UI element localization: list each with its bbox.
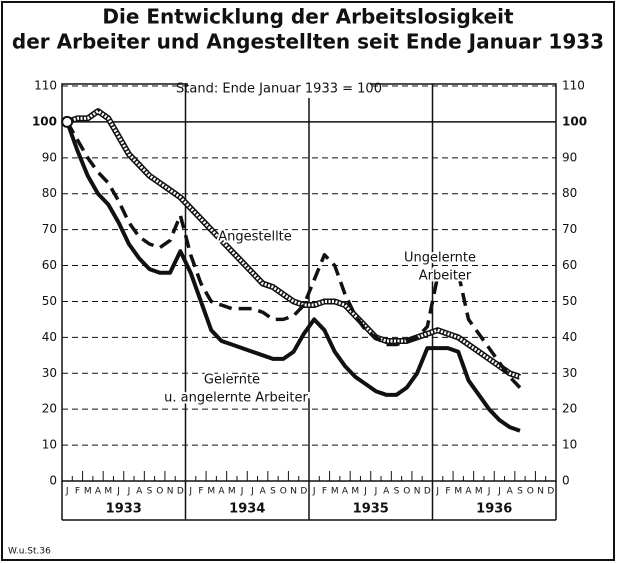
x-tick-label: N (290, 487, 297, 497)
x-tick-label: A (342, 487, 349, 497)
x-tick-label: A (218, 487, 225, 497)
y2-tick-label: 110 (562, 79, 585, 93)
x-tick-label: F (75, 487, 80, 497)
y-tick-label: 0 (49, 474, 57, 488)
x-tick-label: M (331, 487, 339, 497)
y2-tick-label: 40 (562, 330, 577, 344)
source: W.u.St.36 (8, 547, 51, 557)
x-tick-label: J (312, 487, 316, 497)
y-tick-label: 20 (42, 402, 57, 416)
line-ungelernte (65, 121, 522, 389)
y2-tick-label: 30 (562, 366, 577, 380)
annotation: Ungelernte (404, 251, 476, 266)
x-tick-label: D (547, 487, 554, 497)
x-tick-label: S (147, 487, 153, 497)
x-tick-label: J (497, 487, 501, 497)
subtitle-bg (188, 80, 370, 98)
x-tick-label: F (445, 487, 450, 497)
x-tick-label: S (394, 487, 400, 497)
year-label: 1933 (106, 502, 142, 517)
x-tick-label: J (435, 487, 439, 497)
y-tick-label: 70 (42, 222, 57, 236)
x-tick-label: J (487, 487, 491, 497)
annotation: Angestellte (218, 230, 292, 245)
x-tick-label: A (465, 487, 472, 497)
annotation: u. angelernte Arbeiter (164, 391, 308, 406)
x-tick-label: O (403, 487, 410, 497)
x-tick-label: J (250, 487, 254, 497)
year-label: 1935 (353, 502, 389, 517)
x-tick-label: N (167, 487, 174, 497)
y-tick-label: 10 (42, 438, 57, 452)
y-tick-label: 100 (32, 114, 57, 128)
x-tick-label: M (351, 487, 359, 497)
x-tick-label: D (424, 487, 431, 497)
x-tick-label: A (383, 487, 390, 497)
y2-tick-label: 0 (562, 474, 570, 488)
y-tick-label: 90 (42, 150, 57, 164)
x-tick-label: J (65, 487, 69, 497)
x-tick-label: S (517, 487, 523, 497)
y2-tick-label: 70 (562, 222, 577, 236)
y-tick-label: 80 (42, 186, 57, 200)
chart-title: Die Entwicklung der Arbeitslosigkeit (102, 5, 514, 29)
annotation: Arbeiter (419, 269, 472, 284)
x-tick-label: M (207, 487, 215, 497)
x-tick-label: M (104, 487, 112, 497)
year-label: 1934 (229, 502, 265, 517)
x-tick-label: O (156, 487, 163, 497)
x-tick-label: F (198, 487, 203, 497)
x-tick-label: O (280, 487, 287, 497)
line-gelernte (65, 121, 521, 433)
x-tick-label: N (414, 487, 421, 497)
x-tick-label: D (177, 487, 184, 497)
chart-title: der Arbeiter und Angestellten seit Ende … (12, 30, 604, 54)
year-label: 1936 (476, 502, 512, 517)
x-tick-label: J (374, 487, 378, 497)
x-tick-label: J (116, 487, 120, 497)
x-tick-label: M (84, 487, 92, 497)
x-tick-label: M (475, 487, 483, 497)
x-tick-label: F (322, 487, 327, 497)
annotation: Gelernte (204, 373, 260, 388)
y2-tick-label: 60 (562, 258, 577, 272)
x-tick-label: N (537, 487, 544, 497)
x-tick-label: J (188, 487, 192, 497)
y2-tick-label: 50 (562, 294, 577, 308)
x-tick-label: M (228, 487, 236, 497)
y-tick-label: 50 (42, 294, 57, 308)
x-tick-label: M (454, 487, 462, 497)
y2-tick-label: 10 (562, 438, 577, 452)
x-tick-label: O (527, 487, 534, 497)
x-tick-label: S (270, 487, 276, 497)
start-marker (61, 115, 74, 128)
x-tick-label: J (363, 487, 367, 497)
x-tick-label: J (240, 487, 244, 497)
y2-tick-label: 80 (562, 186, 577, 200)
y2-tick-label: 20 (562, 402, 577, 416)
x-tick-label: A (95, 487, 102, 497)
y2-tick-label: 100 (562, 114, 587, 128)
x-tick-label: D (300, 487, 307, 497)
x-tick-label: A (260, 487, 267, 497)
line-angestellte-inner (66, 109, 521, 379)
x-tick-label: A (507, 487, 514, 497)
y-tick-label: 60 (42, 258, 57, 272)
y-tick-label: 30 (42, 366, 57, 380)
x-tick-label: J (127, 487, 131, 497)
y2-tick-label: 90 (562, 150, 577, 164)
y-tick-label: 40 (42, 330, 57, 344)
subtitle: Stand: Ende Januar 1933 = 100 (176, 82, 382, 97)
x-tick-label: A (136, 487, 143, 497)
y-tick-label: 110 (34, 79, 57, 93)
